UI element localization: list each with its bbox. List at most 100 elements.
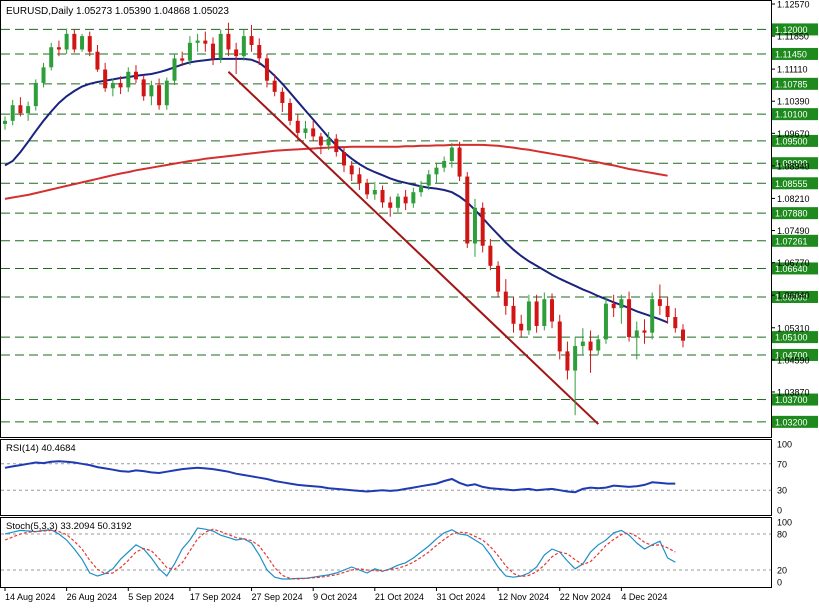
rsi-tick-label: 0: [777, 506, 782, 516]
candle-body: [488, 245, 493, 266]
level-label: 1.06000: [775, 292, 808, 302]
candle-body: [64, 33, 69, 50]
y-tick-label: 1.03870: [777, 387, 810, 397]
level-label-box: [772, 415, 818, 428]
candle-body: [526, 301, 531, 331]
candle-body: [519, 323, 524, 331]
x-tick-label: 27 Sep 2024: [252, 592, 303, 602]
x-tick-label: 22 Nov 2024: [560, 592, 611, 602]
rsi-tick-label: 30: [777, 486, 787, 496]
candle-body: [249, 36, 254, 46]
stoch-main-line: [4, 527, 676, 580]
candle-body: [149, 85, 154, 97]
stoch-tick-label: 80: [777, 530, 787, 540]
x-tick-label: 9 Oct 2024: [313, 592, 357, 602]
candle-body: [411, 192, 416, 204]
candle-body: [472, 207, 477, 244]
rsi-line: [4, 460, 676, 494]
level-label-box: [772, 108, 818, 121]
candle-body: [180, 58, 185, 61]
y-tick-label: 1.06770: [777, 258, 810, 268]
level-label-box: [772, 177, 818, 190]
level-label: 1.09500: [775, 136, 808, 146]
candle-body: [426, 174, 431, 186]
rsi-panel-frame: [0, 439, 772, 516]
candle-body: [480, 207, 485, 246]
candle-body: [264, 58, 269, 81]
candle-body: [550, 299, 555, 322]
level-label: 1.05100: [775, 333, 808, 343]
candle-body: [141, 79, 146, 97]
candle-body: [110, 82, 115, 89]
level-label-box: [772, 47, 818, 60]
candle-body: [126, 71, 131, 88]
candle-body: [49, 47, 54, 68]
candle-body: [681, 329, 685, 341]
candle-body: [442, 160, 447, 168]
candle-body: [26, 106, 31, 114]
x-tick-label: 4 Dec 2024: [621, 592, 667, 602]
candle-body: [118, 82, 123, 88]
stoch-tick-label: 100: [777, 518, 792, 528]
candle-body: [80, 36, 85, 50]
candle-body: [203, 40, 208, 44]
level-label-box: [772, 290, 818, 303]
level-label: 1.09000: [775, 159, 808, 169]
candle-body: [218, 33, 223, 59]
candle-body: [133, 71, 138, 80]
candle-body: [187, 42, 192, 61]
candle-body: [388, 202, 393, 208]
candle-body: [349, 165, 354, 175]
level-label-box: [772, 234, 818, 247]
stoch-tick-label: 20: [777, 566, 787, 576]
level-label: 1.12000: [775, 25, 808, 35]
candle-body: [588, 341, 593, 351]
candle-body: [511, 305, 516, 324]
candle-body: [673, 317, 678, 329]
candle-body: [611, 303, 616, 309]
candle-body: [33, 82, 38, 107]
candle-body: [419, 185, 424, 193]
candle-body: [503, 291, 508, 306]
stoch-title: Stoch(5,3,3) 33.2094 50.3192: [6, 521, 132, 532]
candle-body: [41, 67, 46, 83]
level-label-box: [772, 393, 818, 406]
candle-body: [580, 341, 585, 347]
candle-body: [657, 299, 662, 306]
y-tick-label: 1.04590: [777, 355, 810, 365]
candle-body: [627, 299, 632, 338]
level-label: 1.03200: [775, 417, 808, 427]
candle-body: [280, 91, 285, 103]
level-label: 1.04700: [775, 350, 808, 360]
candle-body: [565, 351, 570, 371]
rsi-title: RSI(14) 40.4684: [6, 443, 76, 454]
candle-body: [642, 330, 647, 333]
stoch-signal-line: [4, 528, 676, 580]
level-label-box: [772, 134, 818, 147]
main-panel-frame: [0, 0, 772, 438]
candle-body: [195, 40, 200, 43]
candle-body: [95, 51, 100, 70]
candle-body: [357, 174, 362, 184]
x-tick-label: 17 Sep 2024: [190, 592, 241, 602]
candle-body: [3, 120, 7, 124]
level-label: 1.10100: [775, 110, 808, 120]
level-label: 1.08555: [775, 179, 808, 189]
candle-body: [288, 103, 293, 121]
candle-body: [103, 69, 108, 89]
candle-body: [650, 299, 655, 333]
y-tick-label: 1.08940: [777, 161, 810, 171]
y-tick-label: 1.06040: [777, 291, 810, 301]
level-label-box: [772, 23, 818, 36]
level-label-box: [772, 207, 818, 220]
y-tick-label: 1.10390: [777, 97, 810, 107]
candle-body: [334, 138, 339, 153]
y-tick-label: 1.07490: [777, 226, 810, 236]
candle-body: [619, 299, 624, 309]
candle-body: [172, 58, 177, 81]
level-label: 1.11450: [775, 49, 807, 59]
candle-body: [241, 36, 246, 57]
y-tick-label: 1.08210: [777, 194, 810, 204]
main-title: EURUSD,Daily 1.05273 1.05390 1.04868 1.0…: [6, 6, 229, 17]
